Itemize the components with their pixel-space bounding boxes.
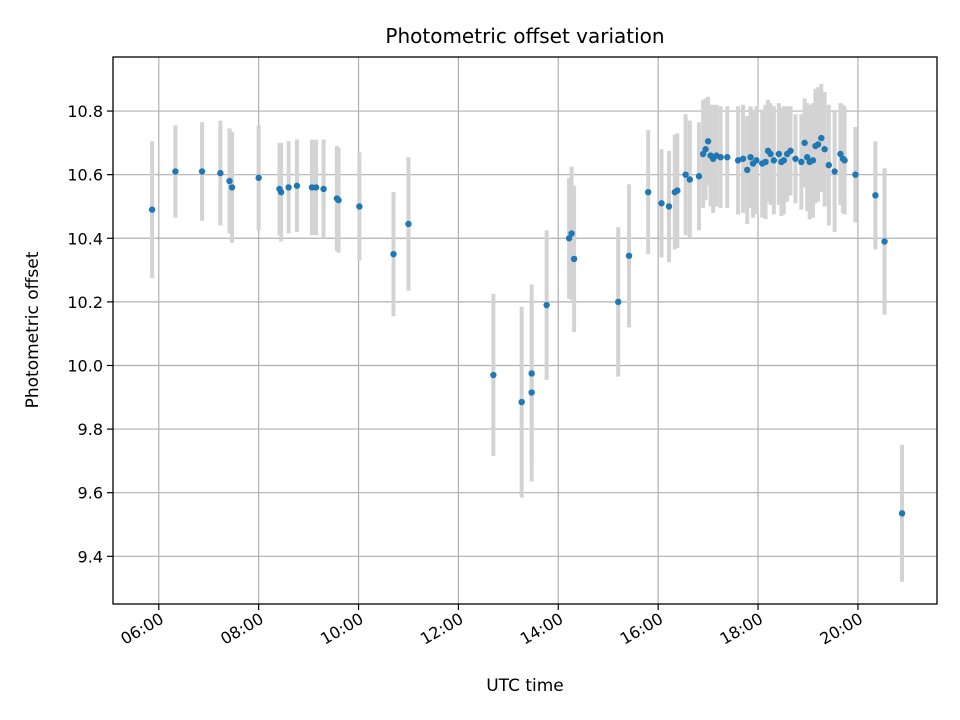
data-point <box>837 150 844 158</box>
data-point <box>405 220 412 228</box>
data-point <box>570 255 578 263</box>
data-point <box>198 168 206 175</box>
data-point <box>821 146 828 153</box>
data-point <box>699 150 707 158</box>
data-point <box>665 203 673 210</box>
data-point <box>658 200 665 207</box>
data-point <box>767 150 774 158</box>
data-point <box>744 166 751 174</box>
data-point <box>625 252 633 259</box>
data-point <box>528 389 535 396</box>
data-point <box>798 158 805 166</box>
data-point <box>775 150 783 158</box>
data-point <box>753 157 760 164</box>
data-point <box>390 250 397 258</box>
data-point <box>695 173 703 180</box>
x-tick-label: 16:00 <box>617 609 666 649</box>
data-point <box>217 169 224 177</box>
data-point <box>682 171 689 178</box>
y-tick-label: 10.8 <box>67 102 103 121</box>
data-point <box>809 157 817 164</box>
data-point <box>277 188 285 196</box>
data-point <box>312 184 320 191</box>
data-point <box>841 157 848 164</box>
data-point <box>518 398 525 406</box>
data-point <box>615 298 622 306</box>
data-point <box>780 157 788 164</box>
x-tick-label: 14:00 <box>517 609 566 649</box>
points-layer <box>148 134 906 517</box>
data-point <box>686 176 693 183</box>
data-point <box>717 153 724 161</box>
plot-frame <box>112 56 938 605</box>
data-point <box>831 168 838 175</box>
data-point <box>356 203 363 210</box>
data-point <box>787 147 794 155</box>
data-point <box>335 196 342 204</box>
data-point <box>881 238 888 245</box>
data-point <box>320 185 327 193</box>
data-point <box>704 138 712 145</box>
data-point <box>724 153 731 161</box>
x-tick-label: 20:00 <box>816 609 865 649</box>
data-point <box>528 370 535 377</box>
y-tick-label: 10.6 <box>67 166 103 185</box>
errorbar-layer <box>150 84 905 582</box>
data-point <box>734 157 742 164</box>
data-point <box>872 192 879 199</box>
x-tick-label: 18:00 <box>717 609 766 649</box>
chart-title: Photometric offset variation <box>385 24 664 48</box>
y-tick-label: 10.0 <box>67 356 103 375</box>
data-point <box>644 188 652 196</box>
x-tick-label: 10:00 <box>317 609 366 649</box>
x-axis-title: UTC time <box>486 676 564 696</box>
grid-layer <box>113 57 937 604</box>
data-point <box>226 177 233 185</box>
y-tick-label: 9.6 <box>78 484 103 503</box>
data-point <box>762 158 769 166</box>
data-point <box>739 155 747 162</box>
data-point <box>898 510 906 517</box>
data-point <box>285 184 292 191</box>
data-point <box>565 235 573 242</box>
data-point <box>747 153 754 161</box>
x-tick-label: 08:00 <box>217 609 266 649</box>
data-point <box>702 146 709 153</box>
y-axis-title: Photometric offset <box>23 251 43 408</box>
y-tick-label: 9.8 <box>78 420 103 439</box>
data-point <box>770 157 778 164</box>
data-point <box>228 184 236 191</box>
data-point <box>490 371 497 379</box>
data-point <box>803 153 811 161</box>
data-point <box>818 134 825 142</box>
data-point <box>293 182 301 189</box>
data-point <box>148 206 156 213</box>
data-point <box>814 141 822 148</box>
x-tick-label: 06:00 <box>117 609 166 649</box>
data-point <box>255 174 262 182</box>
data-point <box>801 139 808 147</box>
data-point <box>568 230 575 237</box>
data-point <box>852 171 859 178</box>
data-point <box>825 161 832 169</box>
data-point <box>674 187 681 194</box>
data-point <box>543 301 550 309</box>
x-tick-label: 12:00 <box>417 609 466 649</box>
data-point <box>792 155 799 162</box>
data-point <box>172 168 179 175</box>
y-tick-label: 9.4 <box>78 547 103 566</box>
y-tick-label: 10.4 <box>67 229 103 248</box>
y-tick-label: 10.2 <box>67 293 103 312</box>
